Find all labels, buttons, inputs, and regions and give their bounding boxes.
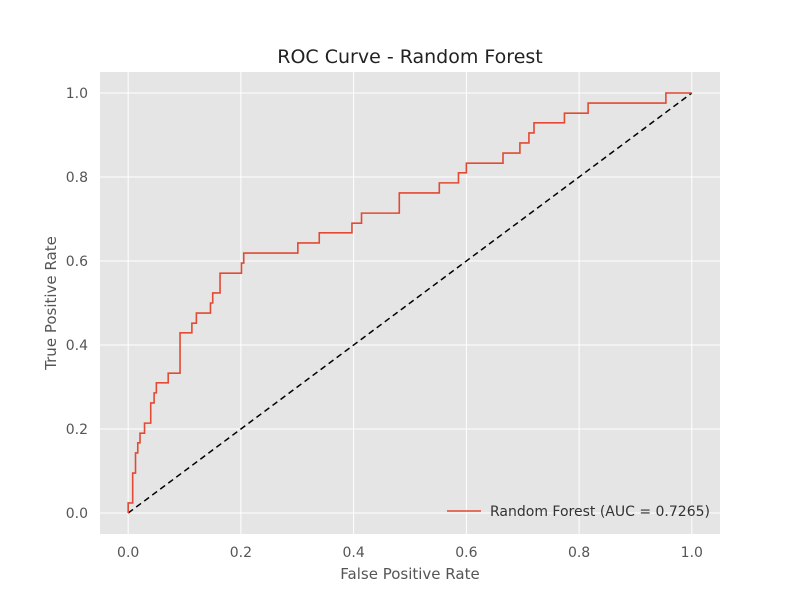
chance-diagonal-line	[127, 92, 693, 514]
y-tick-label: 0.0	[66, 506, 88, 522]
x-axis-label: False Positive Rate	[340, 565, 479, 583]
x-tick-label: 0.2	[230, 545, 252, 561]
legend-label-random-forest: Random Forest (AUC = 0.7265)	[490, 504, 710, 520]
roc-curve-line	[127, 92, 692, 513]
chart-title: ROC Curve - Random Forest	[277, 46, 542, 68]
y-tick-label: 0.4	[66, 338, 88, 354]
x-tick-label: 0.0	[117, 545, 139, 561]
x-tick-label: 0.4	[343, 545, 365, 561]
x-tick-label: 0.8	[568, 545, 590, 561]
x-tick-label: 1.0	[681, 545, 703, 561]
tick-labels: 0.0 0.2 0.4 0.6 0.8 1.0 0.0 0.2 0.4 0.6 0.8 1.0	[66, 86, 703, 561]
y-tick-label: 0.6	[66, 254, 88, 270]
y-tick-label: 1.0	[66, 86, 88, 102]
y-axis-label: True Positive Rate	[42, 236, 60, 371]
x-tick-label: 0.6	[455, 545, 477, 561]
series-layer	[127, 92, 693, 514]
y-tick-label: 0.8	[66, 170, 88, 186]
y-tick-label: 0.2	[66, 422, 88, 438]
legend: Random Forest (AUC = 0.7265)	[447, 504, 710, 520]
grid-lines	[100, 72, 720, 534]
